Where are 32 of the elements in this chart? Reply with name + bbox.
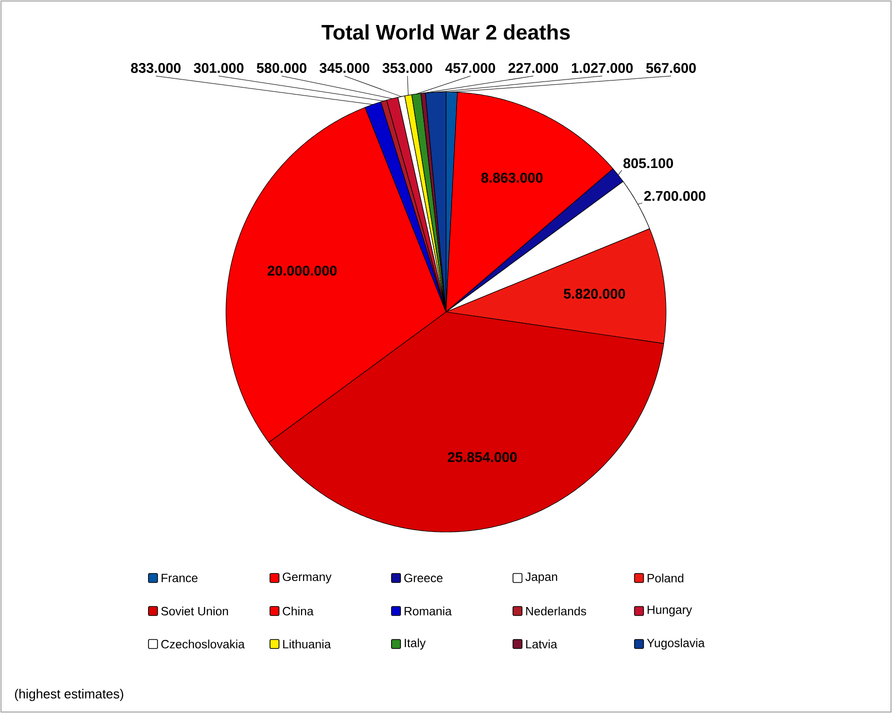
data-label: 353.000 [382,63,432,73]
legend-label: Czechoslovakia [161,640,245,648]
legend-label: Latvia [526,640,558,648]
data-label: 345.000 [320,63,370,73]
legend-label: Yugoslavia [646,638,705,650]
legend-label: Japan [525,572,558,584]
legend-label: Greece [404,574,443,582]
data-label: 5.820.000 [564,288,626,299]
legend-label: Germany [282,572,332,584]
data-label: 25.854.000 [448,452,517,462]
data-label: 580.000 [256,63,306,73]
legend-label: Nederlands [526,606,586,616]
chart-title: Total World War 2 deaths [322,24,570,40]
data-label: 805.100 [623,158,673,168]
legend-label: Italy [404,638,426,650]
data-label: 457.000 [445,63,496,73]
legend-label: France [162,574,198,582]
data-label: 833.000 [130,63,181,73]
legend-label: Lithuania [283,640,331,648]
data-label: 8.863.000 [481,172,543,183]
legend-label: Hungary [648,606,692,616]
data-label: 301.000 [194,63,244,73]
data-label: 20.000.000 [268,266,337,276]
data-label: 2.700.000 [644,190,706,201]
legend-label: China [282,606,314,616]
legend-label: Romania [404,606,452,616]
data-label: 1.027.000 [572,63,633,73]
data-label: 227.000 [508,63,558,73]
text: (highest estimates) [15,688,124,702]
data-label: 567.600 [646,63,696,73]
legend-label: Poland [648,574,684,582]
legend-label: Soviet Union [161,606,228,616]
